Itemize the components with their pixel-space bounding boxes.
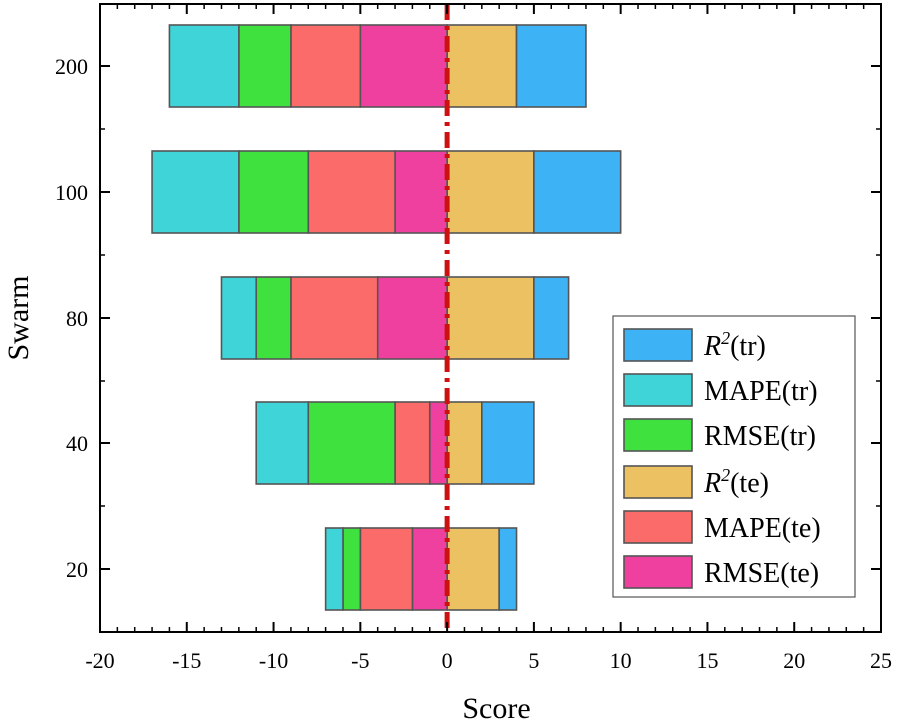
legend-label-base: R [703, 468, 721, 499]
bar-mape_te-swarm-200 [290, 24, 362, 108]
y-tick-label-200: 200 [55, 54, 88, 79]
bar-rmse_tr-swarm-20 [342, 527, 362, 611]
legend-label-r2_te: R2(te) [703, 465, 769, 499]
y-tick-label-20: 20 [66, 557, 88, 582]
x-tick-label: 5 [528, 648, 539, 673]
legend-swatch-rmse_te [623, 555, 693, 589]
bar-rmse_tr-swarm-80 [255, 276, 292, 360]
y-tick-label-100: 100 [55, 180, 88, 205]
bar-mape_tr-swarm-200 [168, 24, 240, 108]
legend-swatch-r2_te [623, 465, 693, 499]
x-tick-label: 0 [442, 648, 453, 673]
bar-rmse_tr-swarm-200 [238, 24, 292, 108]
bar-r2_te-swarm-100 [446, 150, 535, 234]
legend: R2(tr)MAPE(tr)RMSE(tr)R2(te)MAPE(te)RMSE… [612, 315, 856, 598]
legend-label-r2_tr: R2(tr) [703, 328, 766, 362]
bar-rmse_te-swarm-80 [376, 276, 448, 360]
legend-label-base: MAPE [704, 376, 782, 407]
x-tick-label: -15 [172, 648, 201, 673]
bar-mape_tr-swarm-100 [151, 150, 240, 234]
legend-label-suffix: (tr) [780, 421, 816, 452]
legend-label-suffix: (te) [782, 513, 821, 544]
y-tick-label-40: 40 [66, 431, 88, 456]
bar-r2_tr-swarm-40 [481, 401, 535, 485]
legend-label-suffix: (te) [730, 468, 769, 499]
axes-layer: -20 -15 -10 -5 0 5 10 15 20 25 20 40 80 100 200 Score Sw… [2, 3, 892, 725]
bar-rmse_tr-swarm-40 [307, 401, 396, 485]
bar-rmse_tr-swarm-100 [238, 150, 310, 234]
bar-mape_te-swarm-40 [394, 401, 431, 485]
x-tick-label: -20 [85, 648, 114, 673]
bar-rmse_te-swarm-40 [428, 401, 448, 485]
x-tick-label: -5 [351, 648, 369, 673]
x-axis-title: Score [462, 692, 530, 725]
legend-label-suffix: (te) [780, 558, 819, 589]
bar-mape_te-swarm-100 [307, 150, 396, 234]
bar-mape_tr-swarm-80 [220, 276, 258, 360]
bars-layer [151, 24, 622, 611]
legend-swatch-mape_tr [623, 373, 693, 407]
bar-r2_te-swarm-20 [446, 527, 500, 611]
legend-label-rmse_te: RMSE(te) [704, 558, 819, 589]
legend-label-base: R [703, 331, 721, 362]
legend-label-suffix: (tr) [730, 331, 766, 362]
bar-mape_tr-swarm-40 [255, 401, 310, 485]
y-axis-title: Swarm [2, 276, 35, 361]
bar-rmse_te-swarm-200 [359, 24, 448, 108]
bar-rmse_te-swarm-100 [394, 150, 448, 234]
bar-mape_te-swarm-20 [359, 527, 414, 611]
bar-mape_te-swarm-80 [290, 276, 379, 360]
bar-r2_tr-swarm-20 [498, 527, 518, 611]
bar-r2_te-swarm-80 [446, 276, 535, 360]
legend-label-rmse_tr: RMSE(tr) [704, 421, 816, 452]
x-tick-label: 20 [783, 648, 805, 673]
legend-label-superscript: 2 [721, 328, 730, 348]
bar-rmse_te-swarm-20 [411, 527, 448, 611]
bar-r2_te-swarm-40 [446, 401, 483, 485]
legend-frame [612, 315, 856, 598]
legend-label-base: MAPE [704, 513, 782, 544]
legend-swatch-r2_tr [623, 328, 693, 362]
legend-label-superscript: 2 [721, 465, 730, 485]
x-tick-label: 25 [870, 648, 892, 673]
legend-swatch-mape_te [623, 510, 693, 544]
bar-r2_tr-swarm-100 [533, 150, 622, 234]
bar-r2_te-swarm-200 [446, 24, 518, 108]
legend-swatch-rmse_tr [623, 418, 693, 452]
legend-label-mape_tr: MAPE(tr) [704, 376, 818, 407]
bar-mape_tr-swarm-20 [324, 527, 344, 611]
legend-label-mape_te: MAPE(te) [704, 513, 821, 544]
legend-label-suffix: (tr) [782, 376, 818, 407]
legend-label-base: RMSE [704, 421, 780, 452]
x-tick-label: 10 [610, 648, 632, 673]
x-tick-label: -10 [259, 648, 288, 673]
legend-label-base: RMSE [704, 558, 780, 589]
bar-r2_tr-swarm-200 [515, 24, 587, 108]
x-tick-label: 15 [696, 648, 718, 673]
bar-r2_tr-swarm-80 [533, 276, 570, 360]
y-tick-label-80: 80 [66, 306, 88, 331]
